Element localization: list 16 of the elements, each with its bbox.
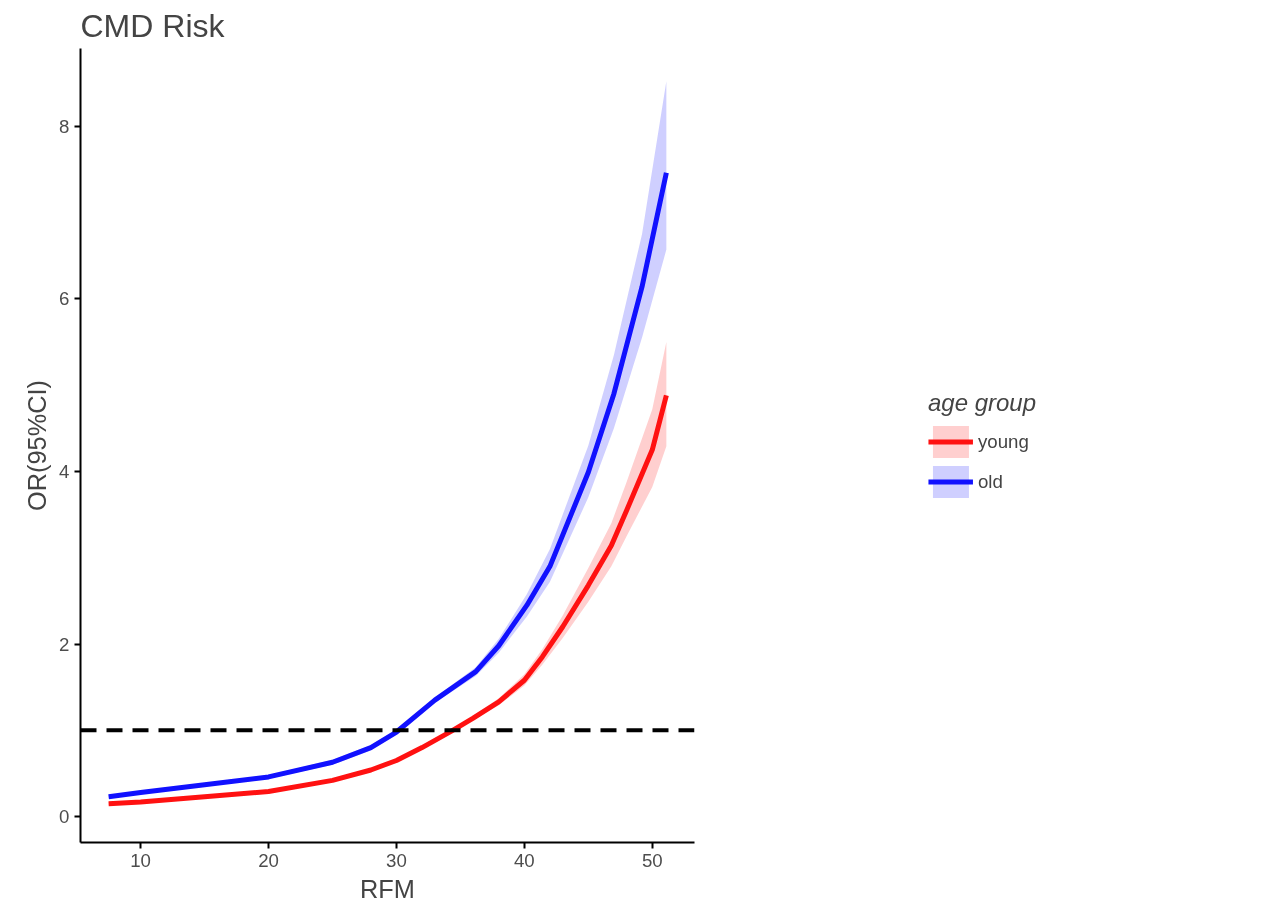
legend-title: age group [927,388,1037,417]
chart-title: CMD Risk [80,7,226,44]
x-tick-label: 20 [258,849,279,871]
legend-label: young [977,430,1029,453]
x-tick-label: 50 [641,849,663,871]
x-tick-label: 10 [130,849,152,871]
x-axis-title: RFM [360,874,415,903]
y-axis-title: OR(95%CI) [23,380,52,511]
y-tick-label: 4 [59,460,70,482]
x-tick-label: 40 [514,849,535,871]
y-tick-label: 6 [59,288,70,310]
legend-label: old [977,470,1003,493]
y-tick-label: 8 [59,115,70,137]
y-tick-label: 0 [59,806,70,828]
y-tick-label: 2 [59,633,70,655]
x-tick-label: 30 [386,849,407,871]
